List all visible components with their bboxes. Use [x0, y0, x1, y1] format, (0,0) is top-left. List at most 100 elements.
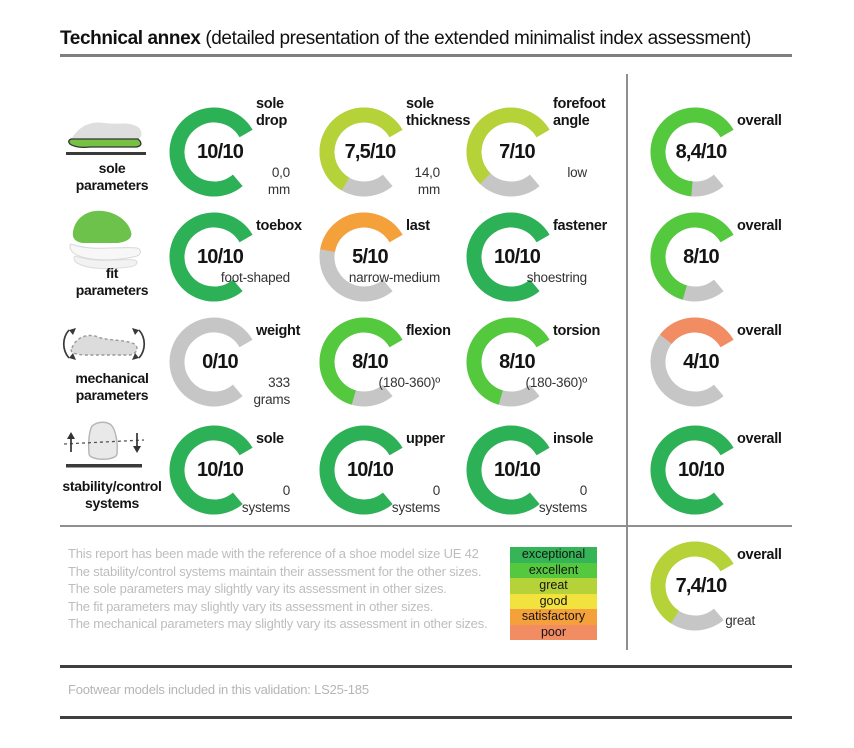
section-label: fit parameters — [42, 265, 182, 299]
s3-overall-title: overall — [737, 431, 782, 448]
s0-overall-gauge-arc — [650, 107, 734, 197]
s1-last-value-line: narrow-medium — [348, 270, 440, 285]
s1-fastener-title-line: fastener — [553, 218, 608, 234]
s0-sole-thickness-title: sole thickness — [406, 96, 471, 130]
section-label-line: stability/control — [62, 478, 162, 494]
s2-weight-title-line: weight — [256, 323, 301, 339]
s1-fastener-gauge-arc — [466, 212, 550, 302]
s2-torsion-score: 8/10 — [499, 351, 536, 373]
s2-weight-value-line: 333 — [268, 375, 290, 390]
s3-upper-value-line: 0 — [432, 483, 441, 498]
s3-insole-value-line: 0 — [579, 483, 588, 498]
final-overall-title-line: overall — [737, 547, 782, 563]
s1-overall-gauge-arc — [650, 212, 734, 302]
s1-overall-title: overall — [737, 218, 782, 235]
s2-torsion-title: torsion — [553, 323, 600, 340]
footer-validation-text: Footwear models included in this validat… — [68, 682, 369, 697]
s2-weight-title: weight — [256, 323, 300, 340]
s2-torsion-value-line: (180-360)º — [525, 375, 588, 390]
s0-sole-thickness-title-line: thickness — [406, 113, 471, 129]
s0-sole-drop-value-line: mm — [267, 182, 290, 197]
s1-toebox-score: 10/10 — [196, 246, 244, 268]
s1-fastener-title: fastener — [553, 218, 607, 235]
s2-overall-gauge-arc — [650, 317, 734, 407]
legend-row-poor: poor — [510, 624, 597, 640]
s0-sole-drop-score: 10/10 — [196, 141, 244, 163]
s2-flexion-value: (180-360)º — [290, 374, 441, 391]
fit-parameters-icon — [69, 210, 141, 270]
section-label: stability/control systems — [42, 478, 182, 512]
s3-insole-value-line: systems — [538, 500, 587, 515]
legend-row-great: great — [510, 578, 597, 594]
s1-last-score: 5/10 — [352, 246, 389, 268]
s1-toebox-title: toebox — [256, 218, 302, 235]
footer-top-line — [60, 665, 792, 668]
s1-last-value: narrow-medium — [290, 269, 440, 286]
section-label-line: parameters — [75, 177, 149, 193]
final-overall-score: 7,4/10 — [675, 575, 728, 597]
section-label: sole parameters — [42, 160, 182, 194]
rating-legend: exceptional excellent great good satisfactor… — [510, 547, 597, 640]
s0-sole-thickness-value-line: mm — [417, 182, 440, 197]
s3-sole-title: sole — [256, 431, 284, 448]
s3-insole-value: 0 systems — [437, 482, 587, 516]
s2-overall-score: 4/10 — [683, 351, 720, 373]
s2-flexion-gauge-arc — [319, 317, 403, 407]
s3-overall-title-line: overall — [737, 431, 782, 447]
s0-forefoot-angle-score: 7/10 — [499, 141, 536, 163]
vertical-divider — [626, 74, 628, 650]
section-label-line: parameters — [75, 282, 149, 298]
s2-flexion-value-line: (180-360)º — [378, 375, 441, 390]
s0-overall-title: overall — [737, 113, 782, 130]
s3-upper-title: upper — [406, 431, 445, 448]
s0-overall-title-line: overall — [737, 113, 782, 129]
s2-torsion-gauge-arc — [466, 317, 550, 407]
section-divider — [60, 525, 792, 527]
s2-weight-gauge-arc — [169, 317, 253, 407]
mechanical-parameters-icon — [62, 328, 146, 360]
section-label-line: mechanical — [75, 370, 149, 386]
note-line: The mechanical parameters may slightly v… — [68, 616, 488, 631]
s2-torsion-title-line: torsion — [553, 323, 601, 339]
s2-weight-value: 333 grams — [140, 374, 290, 408]
s2-torsion-value: (180-360)º — [437, 374, 588, 391]
final-overall-gauge-arc — [650, 541, 734, 631]
s3-upper-value-line: systems — [391, 500, 440, 515]
legend-row-exceptional: exceptional — [510, 547, 597, 563]
final-overall-value-line: great — [725, 613, 755, 628]
s2-weight-score: 0/10 — [202, 351, 239, 373]
s3-insole-gauge-arc — [466, 425, 550, 515]
stability-control-icon — [63, 421, 145, 468]
s1-fastener-score: 10/10 — [493, 246, 541, 268]
s3-upper-title-line: upper — [406, 431, 445, 447]
s3-upper-value: 0 systems — [290, 482, 440, 516]
s2-flexion-score: 8/10 — [352, 351, 389, 373]
page-title-sub: (detailed presentation of the extended m… — [205, 28, 751, 49]
s3-sole-score: 10/10 — [196, 459, 244, 481]
s1-toebox-value-line: foot-shaped — [220, 270, 290, 285]
s1-fastener-value: shoestring — [437, 269, 587, 286]
title-underline — [60, 54, 792, 57]
final-overall-value: great — [605, 612, 755, 629]
s0-forefoot-angle-title: forefoot angle — [553, 96, 606, 130]
footer-bottom-line — [60, 716, 792, 719]
section-label-line: fit — [105, 265, 119, 281]
s2-flexion-title: flexion — [406, 323, 451, 340]
section-label: mechanical parameters — [42, 370, 182, 404]
s0-forefoot-angle-value-line: low — [567, 165, 587, 180]
s0-sole-drop-title-line: drop — [256, 113, 288, 129]
note-line: This report has been made with the refer… — [68, 546, 479, 561]
note-line: The sole parameters may slightly vary it… — [68, 581, 447, 596]
s3-insole-title: insole — [553, 431, 593, 448]
s3-insole-score: 10/10 — [493, 459, 541, 481]
legend-row-good: good — [510, 593, 597, 609]
s2-overall-title-line: overall — [737, 323, 782, 339]
s1-toebox-gauge-arc — [169, 212, 253, 302]
s2-overall-title: overall — [737, 323, 782, 340]
s1-overall-title-line: overall — [737, 218, 782, 234]
s3-sole-value: 0 systems — [140, 482, 290, 516]
s0-sole-drop-title: sole drop — [256, 96, 287, 130]
s3-sole-gauge-arc — [169, 425, 253, 515]
s0-sole-thickness-gauge-arc — [319, 107, 403, 197]
s3-overall-gauge-arc — [650, 425, 734, 515]
